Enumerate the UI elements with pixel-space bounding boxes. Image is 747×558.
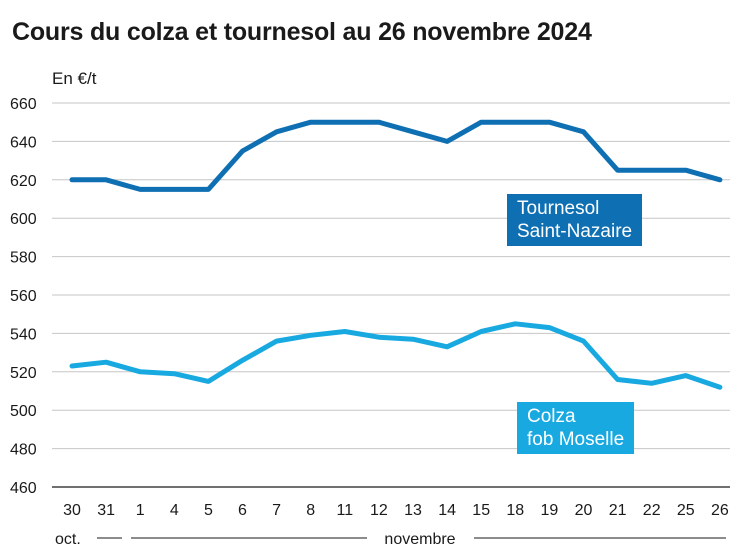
chart-title: Cours du colza et tournesol au 26 novemb… (12, 18, 592, 46)
x-tick-label: 1 (136, 502, 145, 519)
series-line-tournesol (69, 119, 723, 192)
x-tick-label: 14 (438, 502, 456, 519)
month-axis: oct. novembre (55, 531, 726, 548)
month-label-nov: novembre (384, 531, 455, 548)
y-axis-unit: En €/t (52, 69, 97, 88)
x-tick-label: 15 (472, 502, 490, 519)
x-axis-ticks: 30 31 1 4 5 6 7 8 11 12 13 14 15 18 19 20 21 22 25 26 (63, 502, 729, 519)
y-tick-label: 620 (10, 173, 37, 190)
series-lines (69, 119, 723, 390)
y-tick-label: 640 (10, 134, 37, 151)
legend-colza: Colza fob Moselle (517, 402, 635, 454)
x-tick-label: 7 (272, 502, 281, 519)
x-tick-label: 8 (306, 502, 315, 519)
series-line-colza (69, 321, 723, 390)
y-tick-label: 480 (10, 442, 37, 459)
x-tick-label: 4 (170, 502, 179, 519)
x-tick-label: 20 (575, 502, 593, 519)
x-tick-label: 18 (506, 502, 524, 519)
x-tick-label: 5 (204, 502, 213, 519)
month-label-oct: oct. (55, 531, 81, 548)
gridlines (52, 102, 730, 488)
y-tick-label: 520 (10, 365, 37, 382)
x-tick-label: 22 (643, 502, 661, 519)
x-tick-label: 19 (541, 502, 559, 519)
x-tick-label: 13 (404, 502, 422, 519)
x-tick-label: 26 (711, 502, 729, 519)
y-tick-label: 580 (10, 250, 37, 267)
y-tick-label: 560 (10, 288, 37, 305)
x-tick-label: 12 (370, 502, 388, 519)
x-tick-label: 25 (677, 502, 695, 519)
x-tick-label: 6 (238, 502, 247, 519)
x-tick-label: 31 (97, 502, 115, 519)
y-tick-label: 660 (10, 96, 37, 113)
x-tick-label: 11 (336, 502, 353, 519)
y-tick-label: 500 (10, 403, 37, 420)
y-tick-label: 540 (10, 326, 37, 343)
y-tick-label: 460 (10, 480, 37, 497)
y-tick-label: 600 (10, 211, 37, 228)
x-tick-label: 30 (63, 502, 81, 519)
y-axis-ticks: 460 480 500 520 540 560 580 600 620 640 660 (10, 96, 37, 497)
legend-tournesol: Tournesol Saint-Nazaire (507, 194, 643, 246)
x-tick-label: 21 (609, 502, 627, 519)
